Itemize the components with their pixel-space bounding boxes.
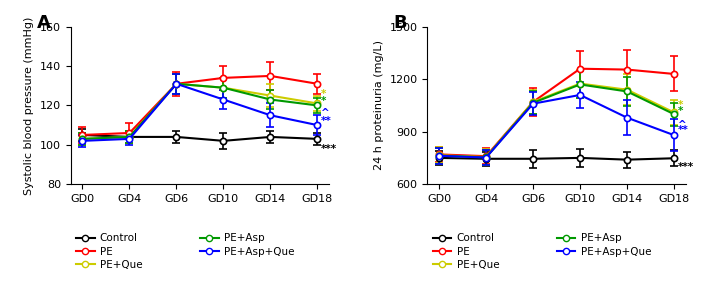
Text: B: B — [394, 14, 407, 32]
Text: ***: *** — [678, 162, 694, 172]
Text: ^: ^ — [678, 120, 686, 130]
Y-axis label: Systolic blood pressure (mmHg): Systolic blood pressure (mmHg) — [24, 16, 35, 195]
Text: *: * — [321, 89, 327, 99]
Text: *: * — [321, 97, 327, 107]
Text: A: A — [37, 14, 51, 32]
Y-axis label: 24 h proteinuria (mg/L): 24 h proteinuria (mg/L) — [374, 40, 384, 170]
Text: ^: ^ — [321, 108, 330, 118]
Text: *: * — [678, 99, 683, 110]
Text: *: * — [678, 106, 683, 116]
Text: **: ** — [321, 116, 332, 126]
Legend: PE+Asp, PE+Asp+Que: PE+Asp, PE+Asp+Que — [556, 233, 651, 257]
Legend: PE+Asp, PE+Asp+Que: PE+Asp, PE+Asp+Que — [200, 233, 294, 257]
Text: ***: *** — [321, 144, 337, 154]
Text: **: ** — [678, 125, 689, 135]
